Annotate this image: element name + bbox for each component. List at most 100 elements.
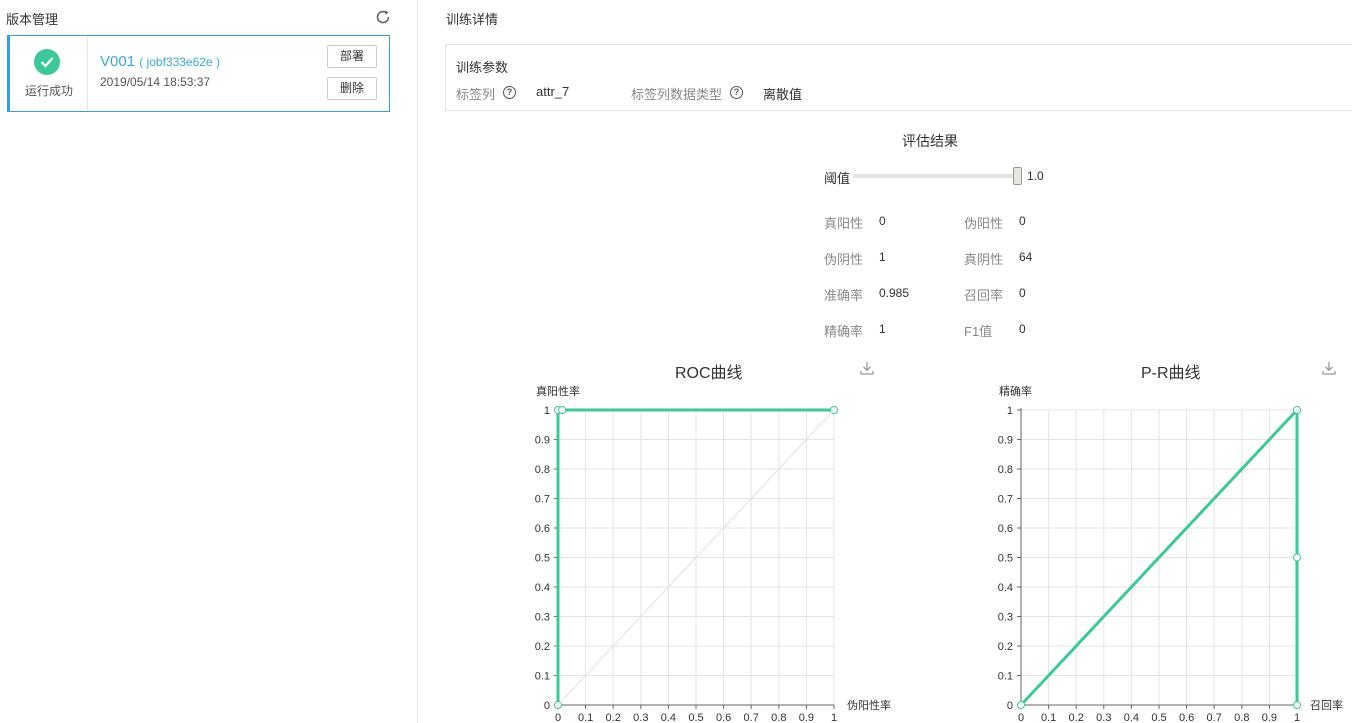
threshold-label: 阈值: [824, 171, 851, 186]
x-tick-label: 1: [831, 712, 837, 723]
x-tick-label: 0.4: [661, 712, 676, 723]
x-tick-label: 0: [1018, 712, 1024, 723]
job-id: ( jobf333e62e ): [139, 55, 220, 69]
y-tick-label: 0.7: [535, 494, 550, 506]
y-tick-label: 1: [1007, 405, 1013, 417]
y-tick-label: 0.3: [998, 612, 1013, 624]
x-tick-label: 0.1: [1041, 712, 1056, 723]
y-tick-label: 1: [544, 405, 550, 417]
panel-title: 版本管理: [6, 12, 59, 27]
metric-value: 64: [1019, 250, 1033, 264]
x-tick-label: 0.7: [1207, 712, 1222, 723]
label-column-value: attr_7: [536, 84, 570, 99]
x-tick-label: 0.9: [799, 712, 814, 723]
roc-chart: ROC曲线 0 0 0.1 0.1 0.2 0.2 0.3 0.3 0.4 0.4 0.5 0.5 0.…: [525, 355, 945, 723]
x-tick-label: 0.1: [578, 712, 593, 723]
chart-title: ROC曲线: [675, 365, 743, 382]
refresh-icon[interactable]: [374, 8, 392, 26]
y-axis-label: 真阳性率: [536, 384, 580, 398]
x-tick-label: 0.9: [1262, 712, 1277, 723]
metric-value: 0: [879, 214, 886, 228]
threshold-slider-track[interactable]: [853, 174, 1018, 178]
data-point: [1293, 553, 1301, 562]
metric-value: 1: [879, 250, 886, 264]
y-tick-label: 0.3: [535, 612, 550, 624]
metric-label: 精确率: [824, 324, 864, 339]
metric-value: 1: [879, 322, 886, 336]
x-tick-label: 0.7: [744, 712, 759, 723]
label-column-label: 标签列: [456, 87, 496, 102]
y-tick-label: 0.9: [998, 435, 1013, 447]
x-tick-label: 0.3: [633, 712, 648, 723]
metric-value: 0: [1019, 322, 1026, 336]
chart-title: P-R曲线: [1141, 365, 1201, 382]
y-tick-label: 0.4: [535, 582, 550, 594]
x-tick-label: 0.3: [1096, 712, 1111, 723]
metric-value: 0: [1019, 214, 1026, 228]
x-tick-label: 0.6: [716, 712, 731, 723]
data-point: [1017, 701, 1025, 709]
x-tick-label: 0.5: [1151, 712, 1166, 723]
y-tick-label: 0.9: [535, 435, 550, 447]
y-tick-label: 0.6: [998, 523, 1013, 535]
delete-button[interactable]: 删除: [327, 77, 377, 100]
version-card[interactable]: 运行成功 V001 ( jobf333e62e ) 2019/05/14 18:…: [7, 35, 390, 112]
x-tick-label: 0.8: [1234, 712, 1249, 723]
x-tick-label: 0.5: [688, 712, 703, 723]
series-line-pr: [1019, 406, 1299, 707]
status-cell: 运行成功: [10, 36, 88, 111]
status-text: 运行成功: [24, 84, 73, 98]
series-line-diagonal: [557, 409, 835, 706]
data-point: [558, 406, 567, 414]
y-tick-label: 0.8: [535, 464, 550, 476]
x-axis-label: 召回率: [1310, 698, 1343, 712]
help-icon[interactable]: ?: [730, 86, 743, 99]
training-params-box: 训练参数 标签列 ? attr_7 标签列数据类型 ? 离散值: [445, 44, 1352, 111]
metric-value: 0: [1019, 286, 1026, 300]
version-time: 2019/05/14 18:53:37: [100, 75, 211, 89]
x-tick-label: 0: [555, 712, 561, 723]
x-tick-label: 0.2: [606, 712, 621, 723]
y-tick-label: 0.1: [998, 671, 1013, 683]
metric-label: 准确率: [824, 288, 864, 303]
params-title: 训练参数: [456, 60, 509, 75]
x-axis-label: 伪阳性率: [847, 698, 891, 712]
y-tick-label: 0.1: [535, 671, 550, 683]
metric-label: 召回率: [964, 288, 1004, 303]
help-icon[interactable]: ?: [503, 86, 516, 99]
detail-title: 训练详情: [446, 12, 499, 27]
x-tick-label: 0.6: [1179, 712, 1194, 723]
success-check-icon: [34, 49, 60, 75]
x-tick-label: 1: [1294, 712, 1300, 723]
data-point: [1293, 406, 1301, 414]
metric-label: 伪阴性: [824, 252, 864, 267]
x-tick-label: 0.8: [771, 712, 786, 723]
threshold-value: 1.0: [1027, 169, 1044, 183]
y-axis-label: 精确率: [999, 384, 1032, 398]
y-tick-label: 0.4: [998, 582, 1013, 594]
y-tick-label: 0: [544, 700, 550, 712]
pr-plot: 00 0.1 0.1 0.2 0.2 0.3 0.3 0.4 0.4 0.5 0.5 0.6 0.6 0.…: [998, 384, 1343, 723]
metric-value: 0.985: [879, 286, 910, 300]
pr-chart: P-R曲线 0 0 0.1 0.1 0.2 0.2 0.3 0.3 0.4 0.4 0.5 0.5 0.…: [988, 355, 1352, 723]
label-type-value: 离散值: [763, 87, 803, 102]
version-number[interactable]: V001: [100, 53, 136, 70]
roc-plot: 00 0.1 0.1 0.2 0.2 0.3 0.3 0.4 0.4 0.5 0.5 0.6 0.6 0.…: [535, 384, 891, 723]
metric-label: F1值: [964, 324, 993, 339]
y-tick-label: 0.8: [998, 464, 1013, 476]
deploy-button[interactable]: 部署: [327, 45, 377, 68]
x-tick-label: 0.2: [1069, 712, 1084, 723]
eval-title: 评估结果: [902, 133, 958, 149]
threshold-slider-handle[interactable]: [1013, 167, 1022, 185]
download-icon[interactable]: [859, 360, 875, 376]
y-tick-label: 0.2: [535, 641, 550, 653]
version-link[interactable]: V001 ( jobf333e62e ): [100, 53, 220, 70]
y-tick-label: 0.7: [998, 494, 1013, 506]
version-panel: 版本管理 运行成功 V001 ( jobf333e62e ) 2019/05/1…: [0, 0, 418, 723]
y-tick-label: 0.6: [535, 523, 550, 535]
metric-label: 真阴性: [964, 252, 1004, 267]
data-point: [1293, 701, 1301, 709]
metric-label: 伪阳性: [964, 216, 1004, 231]
download-icon[interactable]: [1321, 360, 1337, 376]
metric-label: 真阳性: [824, 216, 864, 231]
